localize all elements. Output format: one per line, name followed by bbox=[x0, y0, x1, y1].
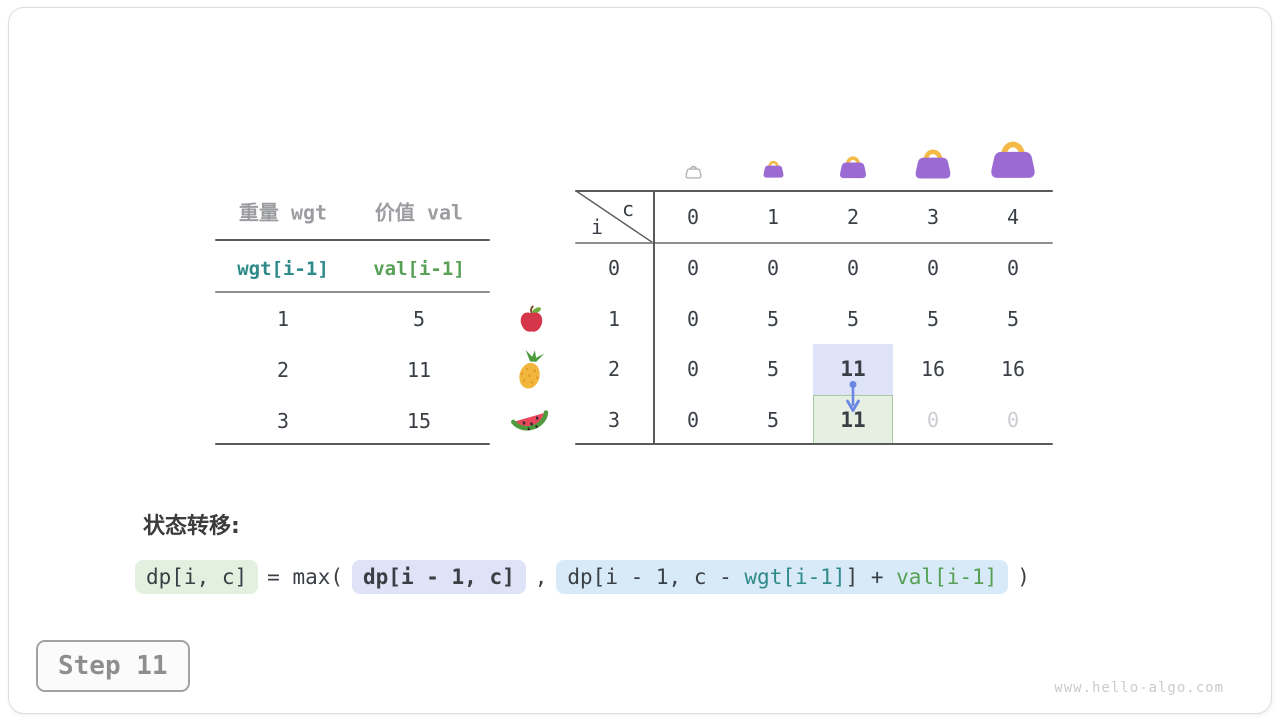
val-term: val[i-1] bbox=[896, 565, 998, 589]
dp-cell-pending: 0 bbox=[1006, 407, 1020, 432]
dp-col-header: 0 bbox=[686, 204, 700, 229]
watermark: www.hello-algo.com bbox=[1054, 680, 1224, 696]
dp-cell: 5 bbox=[766, 357, 780, 382]
step-badge: Step 11 bbox=[36, 640, 190, 692]
item-weight: 3 bbox=[276, 409, 290, 433]
dp-keep-option-chip: dp[i - 1, c] bbox=[352, 560, 526, 594]
items-var-val: val[i-1] bbox=[373, 258, 465, 280]
corner-diagonal-line bbox=[575, 190, 653, 243]
dp-col-header: 2 bbox=[846, 204, 860, 229]
wgt-term: wgt[i-1] bbox=[744, 565, 846, 589]
dp-row-header: 2 bbox=[607, 357, 621, 382]
item-value: 5 bbox=[412, 307, 426, 331]
dp-cell: 0 bbox=[1006, 256, 1020, 281]
dp-grid: c i 0 1 2 3 4 0 0 0 0 0 0 1 0 5 5 5 5 2 … bbox=[575, 190, 1053, 445]
take-prefix-text: dp[i - 1, c - bbox=[567, 565, 745, 589]
dp-current-chip: dp[i, c] bbox=[135, 560, 259, 594]
transition-label: 状态转移: bbox=[143, 514, 240, 539]
empty-bag-icon bbox=[685, 165, 702, 179]
dp-col-header: 3 bbox=[926, 204, 940, 229]
dp-cell: 5 bbox=[766, 306, 780, 331]
dp-table-header-rule bbox=[575, 242, 1053, 244]
item-weight: 1 bbox=[276, 307, 290, 331]
bag-large-icon bbox=[915, 149, 951, 179]
dp-row-header: 1 bbox=[607, 306, 621, 331]
items-table-header-rule bbox=[215, 239, 490, 241]
items-table: 重量 wgt 价值 val wgt[i-1] val[i-1] 1 5 2 11… bbox=[215, 190, 490, 445]
take-mid-text: ] + bbox=[845, 565, 897, 589]
dp-cell: 0 bbox=[686, 407, 700, 432]
dp-table-top-rule bbox=[575, 190, 1053, 192]
items-col-header-weight: 重量 wgt bbox=[238, 200, 328, 225]
dp-cell-pending: 0 bbox=[926, 407, 940, 432]
dp-cell: 16 bbox=[920, 357, 946, 382]
apple-icon bbox=[520, 305, 543, 332]
dp-corner-cell: c i bbox=[575, 190, 653, 243]
dp-row-header: 0 bbox=[607, 256, 621, 281]
corner-col-var: c bbox=[621, 197, 634, 221]
dp-cell: 0 bbox=[686, 306, 700, 331]
item-weight: 2 bbox=[276, 358, 290, 382]
dp-table-bottom-rule bbox=[575, 443, 1053, 445]
dp-take-option-chip: dp[i - 1, c - wgt[i-1]] + val[i-1] bbox=[556, 560, 1009, 594]
watermelon-icon bbox=[511, 410, 549, 431]
corner-row-var: i bbox=[591, 215, 604, 239]
dp-cell: 5 bbox=[1006, 306, 1020, 331]
dp-cell: 5 bbox=[766, 407, 780, 432]
dp-cell: 5 bbox=[926, 306, 940, 331]
dp-cell: 0 bbox=[846, 256, 860, 281]
dp-cell: 16 bbox=[1000, 357, 1026, 382]
items-table-var-rule bbox=[215, 291, 490, 293]
dp-col-header: 4 bbox=[1006, 204, 1020, 229]
bag-medium-icon bbox=[840, 156, 866, 179]
dp-table-vertical-rule bbox=[653, 190, 655, 445]
items-col-header-value: 价值 val bbox=[374, 200, 464, 225]
transition-formula: dp[i, c] = max( dp[i - 1, c] , dp[i - 1,… bbox=[135, 560, 1030, 594]
dp-table: c i 0 1 2 3 4 0 0 0 0 0 0 1 0 5 5 5 5 2 … bbox=[575, 190, 1053, 445]
dp-cell: 0 bbox=[686, 256, 700, 281]
item-value: 15 bbox=[406, 409, 432, 433]
comma-text: , bbox=[534, 565, 548, 589]
items-table-bottom-rule bbox=[215, 443, 490, 445]
transfer-arrow-icon bbox=[846, 381, 860, 412]
bag-small-icon bbox=[763, 160, 784, 178]
figure-card bbox=[8, 7, 1272, 714]
close-paren-text: ) bbox=[1017, 565, 1030, 589]
item-value: 11 bbox=[406, 358, 432, 382]
dp-cell: 0 bbox=[766, 256, 780, 281]
equals-max-text: = max( bbox=[267, 565, 344, 589]
dp-row-header: 3 bbox=[607, 407, 621, 432]
pineapple-icon bbox=[519, 349, 545, 389]
dp-cell: 5 bbox=[846, 306, 860, 331]
dp-cell-highlight-target: 11 bbox=[813, 394, 893, 445]
dp-cell: 0 bbox=[686, 357, 700, 382]
items-var-wgt: wgt[i-1] bbox=[237, 258, 329, 280]
dp-cell: 0 bbox=[926, 256, 940, 281]
bag-xlarge-icon bbox=[991, 141, 1035, 178]
dp-col-header: 1 bbox=[766, 204, 780, 229]
